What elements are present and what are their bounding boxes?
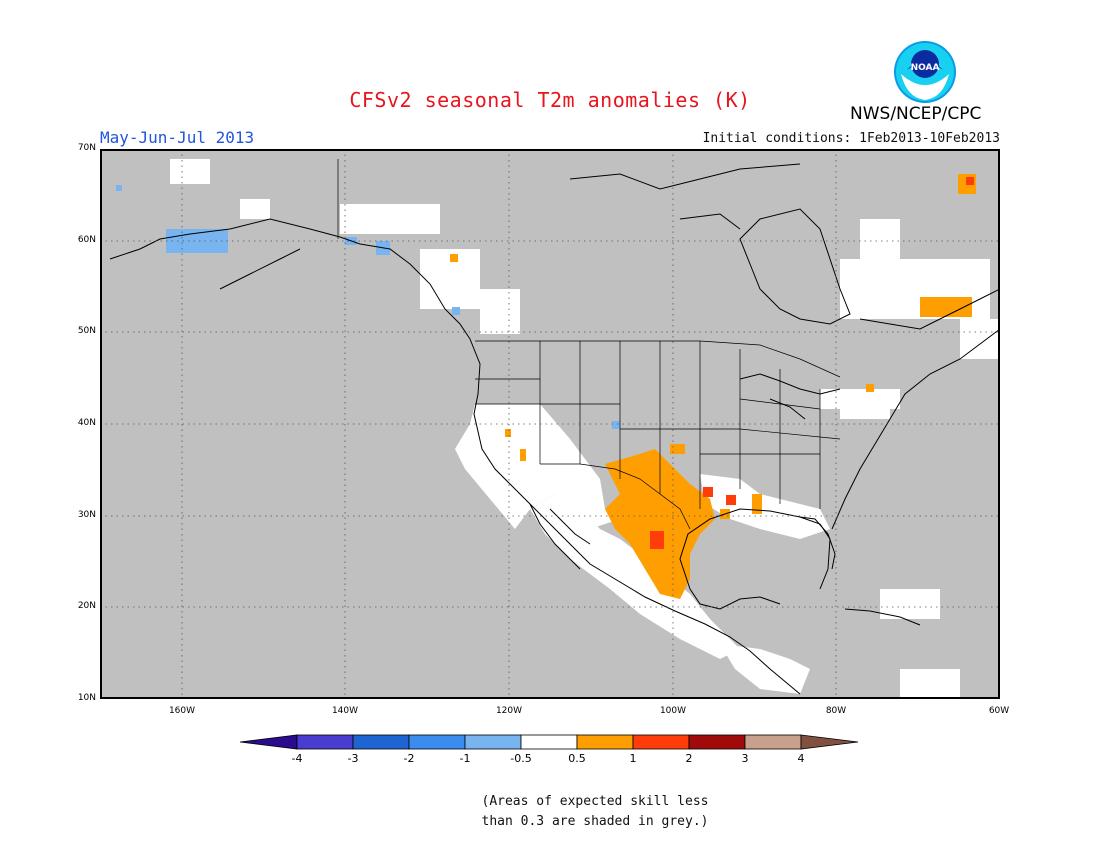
coastlines (109, 163, 1000, 695)
colorbar-tick-label: -3 (347, 752, 359, 765)
political-borders (337, 159, 841, 530)
colorbar-tick-label: -1 (459, 752, 471, 765)
graticule (100, 149, 1000, 699)
colorbar-tick-label: 3 (741, 752, 749, 765)
lon-label-120w: 120W (495, 706, 523, 716)
warm-anomaly-regions (450, 174, 976, 599)
lat-label-60n: 60N (77, 235, 96, 245)
skill-note: (Areas of expected skill less than 0.3 a… (0, 792, 1100, 832)
colorbar-tick-label: -4 (291, 752, 303, 765)
lon-label-100w: 100W (659, 706, 687, 716)
colorbar-segment (576, 734, 634, 750)
initial-conditions-label: Initial conditions: 1Feb2013-10Feb2013 (702, 131, 1000, 146)
colorbar-arrow-high (800, 734, 859, 750)
chart-title: CFSv2 seasonal T2m anomalies (K) (349, 88, 751, 112)
colorbar-segment (688, 734, 746, 750)
colorbar-tick-label: 4 (797, 752, 805, 765)
lat-label-50n: 50N (77, 326, 96, 336)
skill-note-line-1: (Areas of expected skill less (481, 794, 709, 809)
colorbar-segment (352, 734, 410, 750)
colorbar-segment (464, 734, 522, 750)
skill-note-line-2: than 0.3 are shaded in grey.) (481, 814, 709, 829)
colorbar-segment (632, 734, 690, 750)
season-label: May-Jun-Jul 2013 (100, 128, 255, 147)
noaa-logo-icon: NOAA (894, 41, 956, 103)
colorbar-segment (408, 734, 466, 750)
colorbar-tick-label: 2 (685, 752, 693, 765)
lon-label-80w: 80W (825, 706, 847, 716)
lat-label-10n: 10N (77, 693, 96, 703)
lat-label-20n: 20N (77, 601, 96, 611)
colorbar-tick-label: -0.5 (510, 752, 532, 765)
noaa-logo-text: NOAA (911, 63, 940, 73)
colorbar-tick-label: -2 (403, 752, 415, 765)
lat-label-40n: 40N (77, 418, 96, 428)
colorbar-segment (744, 734, 802, 750)
lon-label-140w: 140W (331, 706, 359, 716)
agency-label: NWS/NCEP/CPC (850, 104, 982, 124)
color-bar (240, 734, 859, 750)
lon-label-60w: 60W (988, 706, 1010, 716)
neutral-anomaly-regions (170, 159, 1000, 699)
lat-label-30n: 30N (77, 510, 96, 520)
anomaly-map (100, 149, 1000, 699)
colorbar-segment (520, 734, 578, 750)
colorbar-arrow-low (240, 734, 298, 750)
lat-label-70n: 70N (77, 143, 96, 153)
map-frame (100, 149, 1000, 699)
colorbar-tick-label: 0.5 (568, 752, 586, 765)
strong-warm-anomaly-regions (650, 177, 974, 549)
colorbar-segment (296, 734, 354, 750)
lon-label-160w: 160W (168, 706, 196, 716)
colorbar-tick-label: 1 (629, 752, 637, 765)
